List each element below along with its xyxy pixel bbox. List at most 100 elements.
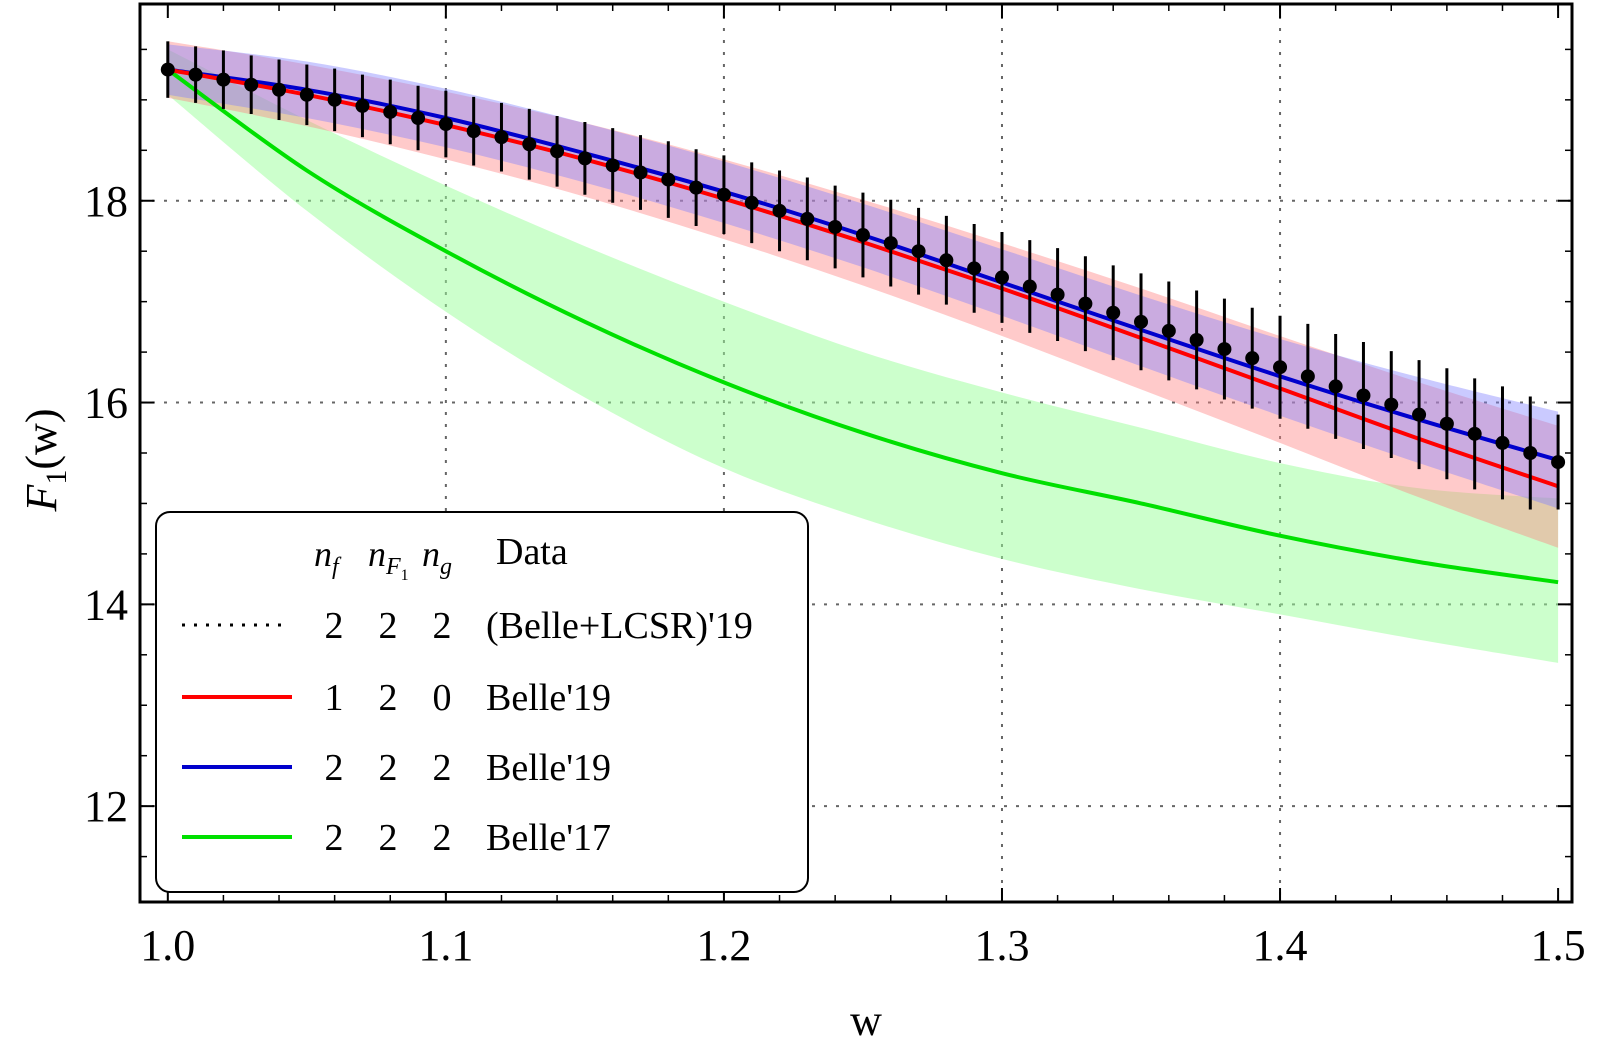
data-point (188, 67, 203, 82)
band-belle19-120 (167, 41, 1559, 548)
data-point (299, 87, 314, 102)
data-point (1078, 296, 1093, 311)
y-axis-title-sub: 1 (40, 470, 73, 485)
data-point (272, 82, 287, 97)
y-tick-label: 16 (84, 379, 128, 428)
y-tick-label: 14 (84, 580, 128, 629)
legend-ng: 2 (433, 817, 452, 859)
line-belle17-222 (166, 67, 1559, 585)
y-axis-title: F1(w) (17, 409, 73, 513)
data-point (466, 124, 481, 139)
data-points (160, 41, 1566, 510)
svg-text:ng: ng (422, 534, 452, 580)
data-point (1300, 369, 1315, 384)
data-point (522, 137, 537, 152)
y-tick-label: 12 (84, 782, 128, 831)
legend-row: 2 2 2 (Belle+LCSR)'19 (182, 605, 753, 647)
x-axis-title: w (850, 996, 882, 1045)
data-point (383, 104, 398, 119)
data-point (1245, 351, 1260, 366)
data-point (744, 195, 759, 210)
data-point (1467, 426, 1482, 441)
data-point (327, 92, 342, 107)
band-belle19-222 (167, 44, 1559, 509)
data-point (1439, 416, 1454, 431)
data-point (577, 151, 592, 166)
x-tick-label: 1.3 (974, 921, 1029, 970)
data-point (772, 203, 787, 218)
legend-header-nf-sub: f (332, 554, 342, 580)
legend-row: 2 2 2 Belle'19 (182, 747, 611, 789)
legend-header: nf nF1 ng Data (314, 531, 568, 584)
legend-label: Belle'19 (486, 747, 611, 789)
legend-nf: 2 (325, 817, 344, 859)
legend-header-nF1-sub: F (385, 554, 401, 580)
legend-nF1: 2 (379, 817, 398, 859)
data-point (689, 180, 704, 195)
legend-ng: 2 (433, 747, 452, 789)
data-point (494, 130, 509, 145)
data-point (994, 270, 1009, 285)
legend-row: 2 2 2 Belle'17 (182, 817, 611, 859)
data-point (1551, 455, 1566, 470)
x-tick-label: 1.5 (1531, 921, 1586, 970)
data-point (1328, 379, 1343, 394)
y-axis-title-main: F (17, 483, 66, 512)
data-point (1106, 305, 1121, 320)
legend-nf: 2 (325, 605, 344, 647)
data-point (1523, 446, 1538, 460)
data-point (1495, 435, 1510, 450)
band-belle17-222 (167, 49, 1559, 663)
x-tick-label: 1.2 (696, 921, 751, 970)
data-point (911, 244, 926, 259)
data-point (411, 111, 426, 126)
svg-text:nF1: nF1 (368, 534, 409, 584)
data-point (1161, 323, 1176, 338)
legend-nF1: 2 (379, 747, 398, 789)
data-point (1134, 314, 1149, 329)
data-point (605, 158, 620, 173)
legend-header-nf: n (314, 534, 332, 574)
legend-nF1: 2 (379, 677, 398, 719)
x-tick-label: 1.0 (140, 921, 195, 970)
data-point (800, 211, 815, 226)
data-point (438, 117, 453, 132)
legend-label: (Belle+LCSR)'19 (486, 605, 753, 647)
svg-text:F1(w): F1(w) (17, 409, 73, 513)
data-point (1189, 332, 1204, 347)
legend-label: Belle'19 (486, 677, 611, 719)
data-point (855, 228, 870, 243)
x-tick-label: 1.4 (1253, 921, 1308, 970)
legend-nF1: 2 (379, 605, 398, 647)
legend-header-data: Data (496, 531, 568, 573)
legend-nf: 2 (325, 747, 344, 789)
legend-row: 1 2 0 Belle'19 (182, 677, 611, 719)
data-point (1356, 388, 1371, 403)
data-point (967, 261, 982, 276)
data-point (1273, 360, 1288, 375)
legend-box (155, 511, 809, 893)
legend-nf: 1 (325, 677, 344, 719)
data-point (828, 219, 843, 234)
legend-header-ng-sub: g (440, 554, 452, 580)
legend-ng: 2 (433, 605, 452, 647)
legend-header-nF1: n (368, 534, 386, 574)
data-point (1050, 287, 1065, 302)
data-point (1384, 397, 1399, 412)
data-point (716, 187, 731, 202)
data-point (1217, 342, 1232, 357)
x-tick-label: 1.1 (418, 921, 473, 970)
legend-header-ng: n (422, 534, 440, 574)
legend-rows: 2 2 2 (Belle+LCSR)'191 2 0 Belle'192 2 2 Belle'19… (182, 605, 753, 859)
uncertainty-bands (167, 41, 1559, 663)
data-point (216, 72, 231, 87)
data-point (1022, 279, 1037, 294)
legend-ng: 0 (433, 677, 452, 719)
legend-header-nF1-subsub: 1 (401, 567, 409, 584)
data-point (550, 144, 565, 159)
legend: nf nF1 ng Data 2 2 2 (Belle+LCSR)'191 2 0 Bell… (155, 511, 809, 893)
data-point (160, 62, 175, 77)
data-point (883, 236, 898, 251)
data-point (355, 98, 370, 113)
